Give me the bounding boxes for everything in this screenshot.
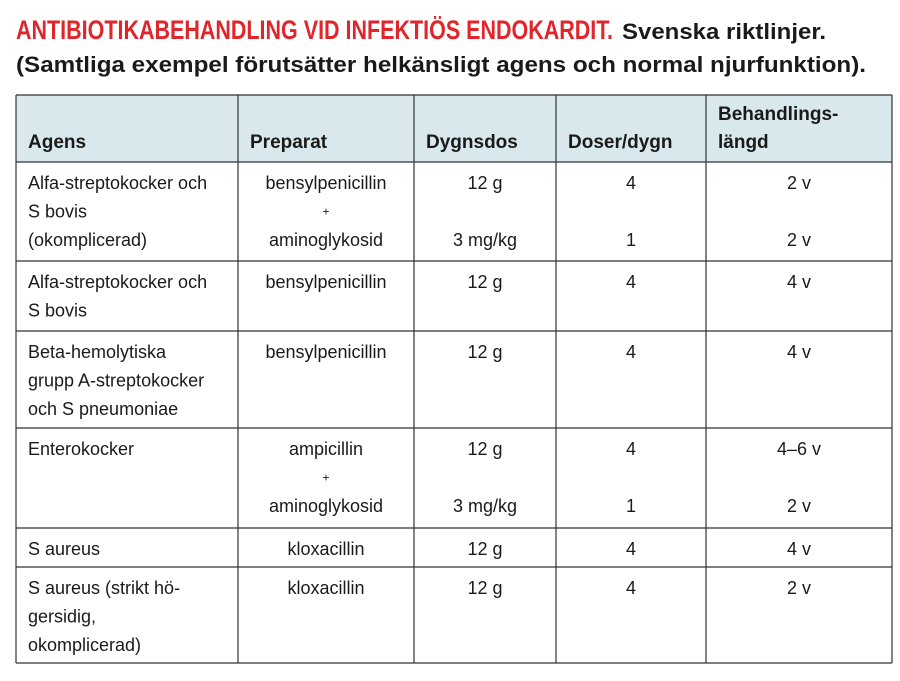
cell-text: 2 v — [787, 578, 811, 598]
cell-text: (okomplicerad) — [28, 230, 147, 250]
cell-text: 12 g — [467, 539, 502, 559]
cell-text: Beta-hemolytiska — [28, 342, 167, 362]
cell-text: 4 — [626, 342, 636, 362]
cell-text: ampicillin — [289, 439, 363, 459]
cell-text: 2 v — [787, 496, 811, 516]
cell-text: bensylpenicillin — [265, 342, 386, 362]
cell-text: 4 — [626, 578, 636, 598]
cell-text: 4–6 v — [777, 439, 821, 459]
note: (Samtliga exempel förutsätter helkänslig… — [16, 52, 866, 77]
column-header: Behandlings- — [718, 104, 838, 125]
cell-text: S aureus — [28, 539, 100, 559]
cell-text: bensylpenicillin — [265, 173, 386, 193]
column-header: Doser/dygn — [568, 132, 673, 153]
cell-text: bensylpenicillin — [265, 272, 386, 292]
cell-text: 4 — [626, 439, 636, 459]
subtitle: Svenska riktlinjer. — [622, 19, 826, 44]
cell-text: 4 — [626, 539, 636, 559]
cell-text: kloxacillin — [287, 539, 364, 559]
column-header: Agens — [28, 132, 86, 153]
cell-text: S aureus (strikt hö- — [28, 578, 180, 598]
cell-text: och S pneumoniae — [28, 399, 178, 419]
cell-text: aminoglykosid — [269, 230, 383, 250]
cell-text: Alfa-streptokocker och — [28, 173, 207, 193]
cell-text: 12 g — [467, 578, 502, 598]
column-header: längd — [718, 132, 769, 153]
cell-text: gersidig, — [28, 606, 96, 626]
cell-text: 4 — [626, 173, 636, 193]
cell-text: 1 — [626, 496, 636, 516]
title: ANTIBIOTIKABEHANDLING VID INFEKTIÖS ENDO… — [16, 15, 613, 45]
cell-text: 1 — [626, 230, 636, 250]
column-header: Dygnsdos — [426, 132, 518, 153]
header-background — [16, 95, 892, 162]
cell-text: Alfa-streptokocker och — [28, 272, 207, 292]
cell-text: 4 v — [787, 272, 811, 292]
cell-text: S bovis — [28, 201, 87, 221]
cell-text: + — [322, 471, 329, 485]
column-header: Preparat — [250, 132, 328, 153]
cell-text: 4 v — [787, 539, 811, 559]
cell-text: 12 g — [467, 173, 502, 193]
cell-text: S bovis — [28, 300, 87, 320]
cell-text: grupp A-streptokocker — [28, 370, 204, 390]
cell-text: 12 g — [467, 342, 502, 362]
cell-text: 4 — [626, 272, 636, 292]
cell-text: 4 v — [787, 342, 811, 362]
cell-text: 3 mg/kg — [453, 496, 517, 516]
cell-text: 12 g — [467, 272, 502, 292]
cell-text: + — [322, 205, 329, 219]
cell-text: kloxacillin — [287, 578, 364, 598]
cell-text: Enterokocker — [28, 439, 134, 459]
cell-text: 3 mg/kg — [453, 230, 517, 250]
cell-text: aminoglykosid — [269, 496, 383, 516]
cell-text: 12 g — [467, 439, 502, 459]
cell-text: 2 v — [787, 173, 811, 193]
cell-text: okomplicerad) — [28, 635, 141, 655]
cell-text: 2 v — [787, 230, 811, 250]
